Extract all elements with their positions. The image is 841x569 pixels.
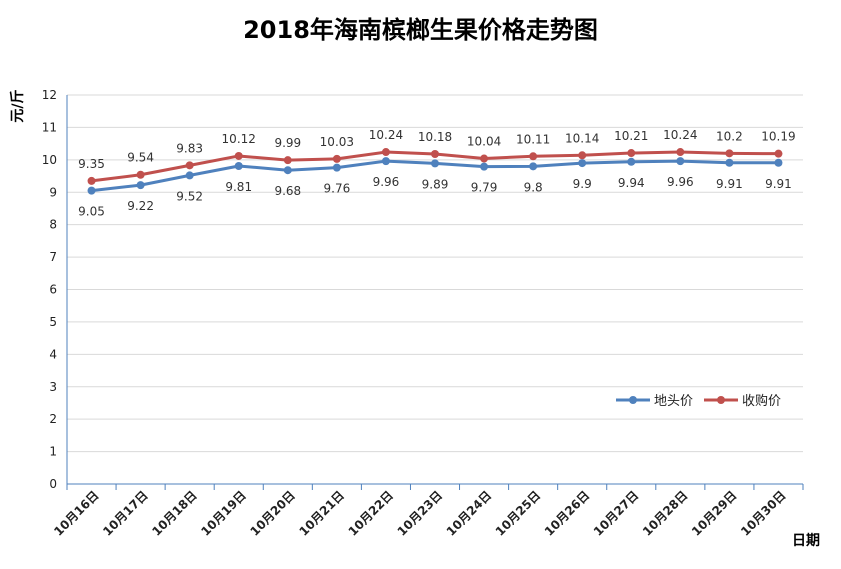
- data-point: [136, 170, 145, 179]
- series-lines: [87, 148, 783, 195]
- x-tick-label: 10月21日: [296, 488, 346, 538]
- data-point: [431, 149, 439, 158]
- data-label: 9.96: [373, 175, 400, 189]
- data-point: [283, 166, 292, 175]
- x-tick-label: 10月24日: [444, 488, 494, 538]
- data-label: 9.54: [127, 151, 154, 165]
- data-point: [87, 176, 96, 185]
- data-label: 10.11: [516, 132, 550, 146]
- data-point: [185, 171, 194, 180]
- data-label: 9.22: [127, 199, 154, 213]
- data-label: 9.35: [78, 157, 105, 171]
- y-tick-label: 4: [49, 347, 57, 361]
- y-axis-title: 元/斤: [9, 89, 26, 122]
- data-label: 10.24: [663, 128, 697, 142]
- y-tick-label: 6: [49, 283, 57, 297]
- data-label: 9.91: [716, 177, 743, 191]
- x-tick-label: 10月23日: [395, 488, 445, 538]
- data-label: 9.99: [274, 136, 301, 150]
- data-labels: 9.05 9.22 9.52 9.81 9.68 9.76 9.96 9.89 9.79 9.8 9…: [78, 128, 795, 219]
- data-label: 9.79: [471, 181, 498, 195]
- data-label: 10.03: [320, 135, 354, 149]
- data-point: [480, 154, 489, 163]
- data-label: 9.94: [618, 176, 645, 190]
- data-point: [676, 157, 685, 166]
- data-point: [627, 149, 636, 158]
- data-point: [381, 157, 390, 166]
- x-tick-label: 10月25日: [493, 488, 543, 538]
- y-tick-label: 7: [49, 250, 57, 264]
- data-point: [627, 157, 636, 166]
- data-point: [529, 152, 538, 161]
- data-point: [774, 158, 783, 167]
- y-tick-label: 3: [49, 380, 57, 394]
- data-point: [332, 163, 341, 172]
- data-point: [725, 158, 734, 167]
- x-tick-label: 10月22日: [346, 488, 396, 538]
- data-label: 9.76: [324, 182, 351, 196]
- data-label: 10.19: [761, 130, 795, 144]
- data-label: 10.04: [467, 135, 501, 149]
- data-point: [676, 148, 685, 157]
- data-label: 9.52: [176, 189, 203, 203]
- x-axis-title: 日期: [792, 533, 820, 549]
- data-point: [234, 161, 243, 170]
- data-label: 10.18: [418, 130, 452, 144]
- data-point: [725, 149, 734, 158]
- x-tick-label: 10月19日: [198, 488, 248, 538]
- x-tick-label: 10月16日: [51, 488, 101, 538]
- x-tick-label: 10月18日: [149, 488, 199, 538]
- y-tick-label: 1: [49, 445, 57, 459]
- y-tick-label: 11: [42, 120, 57, 134]
- data-point: [381, 148, 390, 157]
- x-tick-label: 10月17日: [100, 488, 150, 538]
- x-tick-label: 10月29日: [689, 488, 739, 538]
- data-label: 9.8: [524, 180, 543, 194]
- data-label: 9.81: [225, 180, 252, 194]
- y-tick-label: 0: [49, 477, 57, 491]
- data-label: 9.89: [422, 177, 449, 191]
- y-tick-label: 8: [49, 218, 57, 232]
- x-tick-label: 10月30日: [738, 488, 788, 538]
- y-tick-label: 9: [49, 185, 57, 199]
- data-point: [578, 159, 587, 168]
- data-point: [136, 181, 145, 190]
- data-point: [578, 151, 587, 160]
- data-label: 10.24: [369, 128, 403, 142]
- data-label: 9.83: [176, 141, 203, 155]
- data-label: 10.12: [222, 132, 256, 146]
- data-point: [185, 161, 194, 170]
- data-point: [234, 151, 243, 160]
- data-point: [431, 159, 439, 168]
- x-tick-label: 10月28日: [640, 488, 690, 538]
- data-label: 9.96: [667, 175, 694, 189]
- y-tick-label: 12: [42, 88, 57, 102]
- data-label: 9.91: [765, 177, 792, 191]
- legend: 地头价 收购价: [616, 393, 781, 409]
- y-tick-label: 10: [42, 153, 57, 167]
- data-point: [283, 156, 292, 165]
- legend-marker-2: [717, 396, 725, 404]
- data-point: [332, 154, 341, 163]
- legend-label-2: 收购价: [742, 393, 781, 409]
- x-tick-label: 10月26日: [542, 488, 592, 538]
- data-point: [774, 149, 783, 158]
- legend-marker-1: [629, 396, 637, 404]
- data-point: [480, 162, 489, 171]
- x-tick-label: 10月27日: [591, 488, 641, 538]
- data-label: 10.14: [565, 131, 599, 145]
- data-label: 10.2: [716, 129, 743, 143]
- data-point: [87, 186, 96, 195]
- y-tick-label: 2: [49, 412, 57, 426]
- legend-label-1: 地头价: [654, 394, 693, 409]
- data-label: 9.9: [573, 177, 592, 191]
- data-point: [529, 162, 538, 171]
- x-tick-label: 10月20日: [247, 488, 297, 538]
- chart-title: 2018年海南槟榔生果价格走势图: [243, 16, 598, 44]
- data-label: 9.68: [274, 184, 301, 198]
- data-label: 10.21: [614, 129, 648, 143]
- data-label: 9.05: [78, 205, 105, 219]
- y-tick-label: 5: [49, 315, 57, 329]
